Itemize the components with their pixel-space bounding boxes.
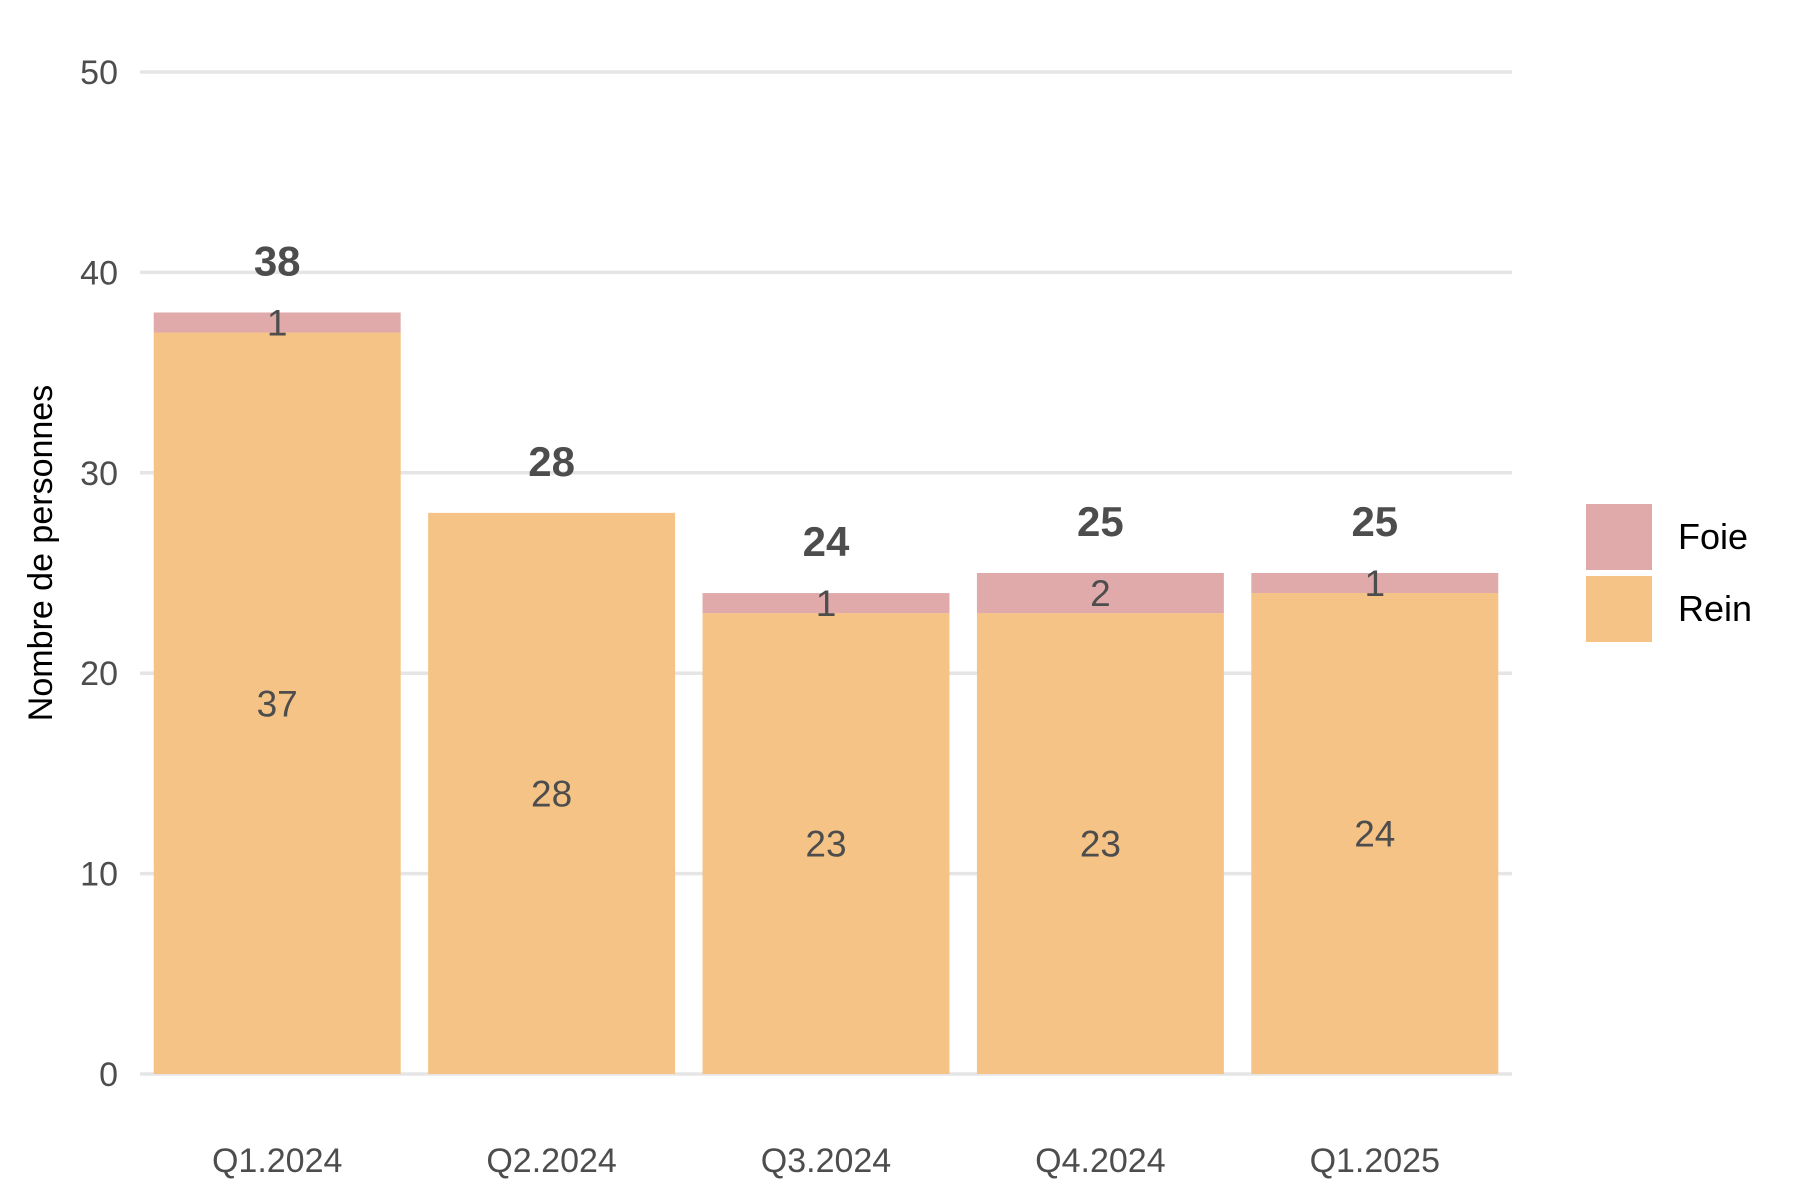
total-labels: 38 28 24 25 25 [254, 237, 1398, 565]
bar-rein-q3-2024 [702, 613, 950, 1074]
bar-foie-q3-2024 [702, 593, 950, 614]
legend-label-rein: Rein [1678, 588, 1752, 629]
y-tick-label: 40 [80, 254, 118, 292]
total-label: 38 [254, 237, 301, 284]
legend-label-foie: Foie [1678, 516, 1748, 557]
x-tick-label: Q1.2024 [212, 1142, 342, 1180]
x-tick-label: Q1.2025 [1310, 1142, 1440, 1180]
segment-label-foie: 1 [267, 303, 288, 344]
x-tick-label: Q3.2024 [761, 1142, 891, 1180]
y-axis-label: Nombre de personnes [22, 385, 60, 721]
segment-label-rein: 23 [1080, 824, 1121, 865]
segment-label-foie: 1 [816, 583, 837, 624]
bar-foie-q1-2024 [153, 312, 401, 333]
bar-rein-q1-2024 [153, 332, 401, 1074]
segment-label-rein: 24 [1354, 814, 1395, 855]
x-tick-label: Q4.2024 [1035, 1142, 1165, 1180]
bar-foie-q4-2024 [976, 573, 1224, 614]
y-tick-label: 30 [80, 455, 118, 493]
legend-swatch-foie [1586, 504, 1652, 570]
segment-labels: 37 1 28 23 1 23 2 24 1 [257, 303, 1396, 865]
bar-rein-q2-2024 [428, 512, 676, 1074]
y-axis-ticks: 0 10 20 30 40 50 [80, 54, 118, 1094]
y-tick-label: 50 [80, 54, 118, 92]
segment-label-rein: 37 [257, 683, 298, 724]
legend-swatch-rein [1586, 576, 1652, 642]
bar-foie-q1-2025 [1251, 573, 1499, 594]
bar-rein-q1-2025 [1251, 593, 1499, 1074]
segment-label-foie: 2 [1090, 573, 1111, 614]
legend: Foie Rein [1586, 504, 1752, 642]
bar-rein-q4-2024 [976, 613, 1224, 1074]
total-label: 24 [803, 518, 850, 565]
total-label: 28 [528, 438, 575, 485]
y-tick-label: 10 [80, 856, 118, 894]
total-label: 25 [1351, 498, 1398, 545]
segment-label-foie: 1 [1365, 563, 1386, 604]
x-axis-ticks: Q1.2024 Q2.2024 Q3.2024 Q4.2024 Q1.2025 [212, 1142, 1440, 1180]
y-tick-label: 0 [99, 1056, 118, 1094]
y-tick-label: 20 [80, 655, 118, 693]
total-label: 25 [1077, 498, 1124, 545]
x-tick-label: Q2.2024 [486, 1142, 616, 1180]
segment-label-rein: 23 [805, 824, 846, 865]
bars [153, 312, 1499, 1074]
segment-label-rein: 28 [531, 773, 572, 814]
